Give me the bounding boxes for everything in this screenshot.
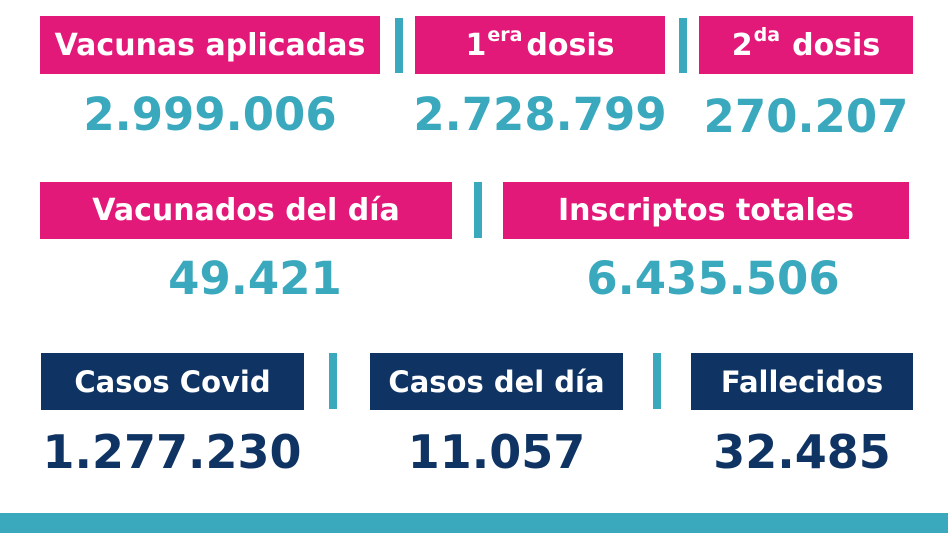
vacunados-del-dia-value: 49.421	[168, 252, 342, 305]
vacunados-del-dia-label-text: Vacunados del día	[92, 193, 400, 228]
vacunados-del-dia-label: Vacunados del día	[40, 182, 452, 239]
fallecidos-label-text: Fallecidos	[720, 364, 884, 399]
inscriptos-totales-value: 6.435.506	[586, 252, 840, 305]
primera-dosis-label: 1 era dosis	[415, 16, 665, 74]
divider	[474, 182, 482, 238]
divider	[653, 353, 661, 409]
vacunas-aplicadas-value: 2.999.006	[83, 88, 337, 141]
fallecidos-value: 32.485	[713, 425, 891, 479]
bottom-bar	[0, 513, 948, 533]
inscriptos-totales-label-text: Inscriptos totales	[558, 193, 854, 228]
casos-covid-label-text: Casos Covid	[74, 364, 271, 399]
vacunas-aplicadas-label-text: Vacunas aplicadas	[54, 27, 366, 63]
segunda-dosis-number: 2	[731, 27, 753, 63]
fallecidos-label: Fallecidos	[691, 353, 913, 410]
divider	[395, 18, 403, 73]
casos-covid-label: Casos Covid	[41, 353, 304, 410]
divider	[679, 18, 687, 73]
vacunas-aplicadas-label: Vacunas aplicadas	[40, 16, 380, 74]
inscriptos-totales-label: Inscriptos totales	[503, 182, 909, 239]
primera-dosis-value: 2.728.799	[413, 88, 667, 141]
primera-dosis-number: 1	[465, 27, 487, 63]
casos-del-dia-label-text: Casos del día	[388, 364, 605, 399]
segunda-dosis-word: dosis	[792, 27, 881, 63]
segunda-dosis-label: 2 da dosis	[699, 16, 913, 74]
divider	[329, 353, 337, 409]
primera-dosis-word: dosis	[526, 27, 615, 63]
segunda-dosis-superscript: da	[753, 24, 781, 46]
casos-covid-value: 1.277.230	[42, 425, 302, 479]
segunda-dosis-value: 270.207	[703, 90, 909, 143]
primera-dosis-superscript: era	[487, 24, 523, 46]
casos-del-dia-value: 11.057	[407, 425, 586, 479]
casos-del-dia-label: Casos del día	[370, 353, 623, 410]
